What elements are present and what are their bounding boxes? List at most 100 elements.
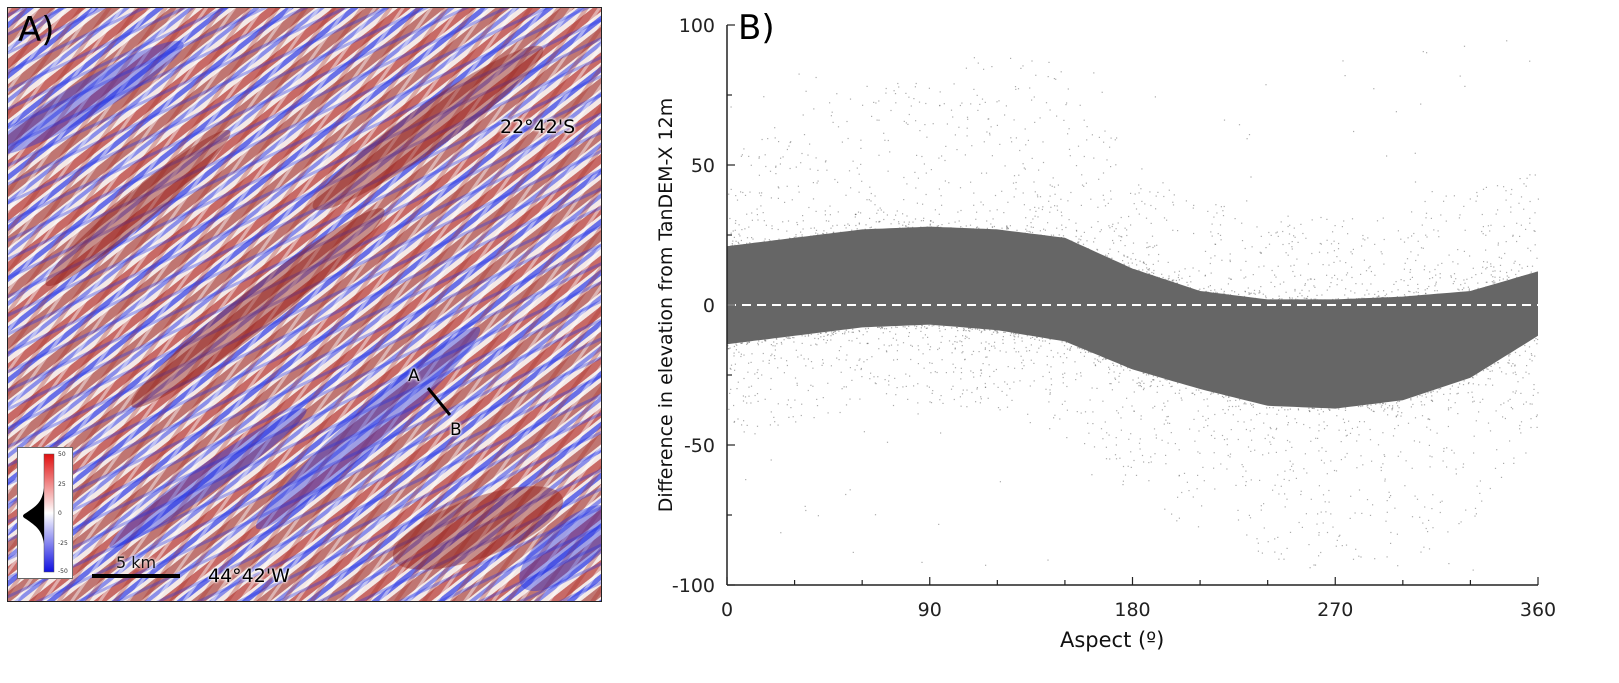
scatter-point [1241, 464, 1243, 466]
scatter-point [734, 363, 736, 365]
scatter-point [1021, 368, 1023, 370]
scatter-point [1269, 407, 1271, 409]
scatter-point [1490, 263, 1492, 265]
scatter-point [829, 214, 831, 216]
scatter-point [1326, 289, 1328, 291]
scatter-point [1386, 556, 1388, 558]
panel-a-label: A) [18, 10, 55, 50]
scatter-point [1240, 269, 1242, 271]
scatter-point [1284, 409, 1286, 411]
scatter-point [1287, 422, 1289, 424]
scatter-point [878, 338, 880, 340]
scatter-point [1036, 336, 1038, 338]
scatter-point [735, 195, 737, 197]
scatter-point [978, 351, 980, 353]
scatter-point [1284, 493, 1286, 495]
scatter-point [1513, 457, 1515, 459]
scatter-point [1019, 149, 1021, 152]
profile-line-a-b [426, 387, 452, 416]
scatter-point [746, 343, 748, 345]
scatter-point [895, 102, 897, 104]
scatter-point [1286, 415, 1288, 417]
scatter-point [851, 340, 853, 342]
scatter-point [1026, 225, 1028, 227]
scatter-point [1116, 137, 1118, 139]
scatter-point [748, 226, 750, 228]
scatter-point [1327, 252, 1329, 254]
scatter-point [758, 340, 760, 342]
scatter-point [915, 120, 917, 122]
scatter-point [742, 191, 744, 194]
scatter-point [1380, 466, 1382, 468]
scatter-point [1207, 417, 1209, 420]
scatter-point [1353, 130, 1355, 133]
scatter-point [1315, 298, 1317, 300]
scatter-point [1222, 215, 1225, 217]
scatter-point [856, 337, 858, 339]
scatter-point [1428, 444, 1430, 446]
scatter-point [1189, 428, 1191, 430]
scatter-point [1508, 354, 1510, 356]
scatter-point [1018, 174, 1020, 176]
scatter-point [1409, 278, 1411, 280]
scatter-point [779, 163, 781, 165]
scatter-point [1355, 283, 1357, 285]
scatter-point [1278, 409, 1280, 411]
scatter-point [1286, 498, 1288, 500]
scatter-point [1351, 253, 1353, 255]
scatter-point [1468, 289, 1470, 291]
scatter-point [1021, 340, 1023, 342]
scatter-point [832, 121, 834, 123]
scatter-point [1501, 371, 1503, 373]
scatter-point [785, 337, 787, 339]
scatter-point [1132, 242, 1135, 244]
scatter-point [1476, 195, 1478, 197]
scatter-point [1344, 456, 1346, 458]
scatter-point [1014, 342, 1016, 344]
scatter-point [778, 187, 780, 189]
scatter-point [1373, 88, 1375, 90]
scatter-point [1525, 452, 1527, 454]
scatter-point [1229, 260, 1231, 263]
scatter-point [749, 242, 751, 244]
scatter-point [1248, 292, 1250, 294]
scatter-point [958, 220, 960, 222]
scatter-point [1022, 192, 1024, 194]
scatter-point [1128, 438, 1130, 440]
scatter-point [1258, 292, 1260, 294]
scatter-point [1013, 119, 1015, 121]
scatter-point [1130, 466, 1132, 468]
scatter-point [1320, 216, 1322, 219]
scatter-point [886, 351, 888, 353]
scatter-point [1230, 278, 1232, 280]
scatter-point [1155, 437, 1157, 439]
scatter-point [788, 416, 790, 418]
scatter-point [1410, 251, 1412, 253]
scatter-point [1421, 415, 1424, 417]
scatter-point [1455, 473, 1457, 475]
color-ramp [43, 453, 55, 573]
scatter-point [845, 386, 847, 388]
scatter-point [877, 326, 879, 328]
scatter-point [850, 187, 852, 189]
scatter-point [778, 238, 780, 240]
scatter-point [1151, 271, 1153, 274]
scatter-point [1050, 378, 1052, 380]
scatter-point [1096, 248, 1098, 250]
scatter-point [1030, 337, 1032, 339]
scatter-point [1047, 76, 1049, 78]
scatter-point [1463, 287, 1465, 289]
scatter-point [972, 372, 974, 374]
scatter-point [1109, 368, 1111, 370]
scatter-point [1404, 485, 1406, 487]
scatter-point [1244, 247, 1246, 250]
scatter-point [1384, 480, 1386, 482]
scatter-point [960, 378, 962, 380]
scatter-point [1364, 294, 1366, 296]
scatter-point [1489, 230, 1491, 232]
scatter-point [1099, 231, 1101, 233]
scatter-point [970, 103, 972, 105]
scatter-point [771, 353, 773, 355]
scatter-point [1388, 491, 1390, 493]
scatter-point [786, 364, 788, 367]
